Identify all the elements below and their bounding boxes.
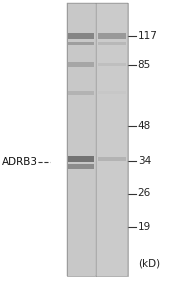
Bar: [68, 164, 94, 169]
Bar: [98, 63, 126, 66]
Text: 85: 85: [138, 59, 151, 70]
Text: 117: 117: [138, 31, 158, 41]
Bar: [68, 33, 94, 39]
Bar: [98, 92, 126, 94]
Bar: [67, 3, 128, 276]
Text: 19: 19: [138, 221, 151, 232]
Bar: [68, 3, 95, 276]
Bar: [98, 33, 126, 39]
Bar: [68, 156, 94, 162]
Bar: [98, 42, 126, 45]
Bar: [98, 157, 126, 161]
Text: 48: 48: [138, 121, 151, 131]
Bar: [68, 42, 94, 45]
Text: ADRB3: ADRB3: [2, 157, 38, 167]
Bar: [68, 62, 94, 67]
Text: (kD): (kD): [138, 258, 160, 268]
Bar: [68, 91, 94, 95]
Text: 26: 26: [138, 188, 151, 199]
Text: 34: 34: [138, 155, 151, 166]
Bar: [97, 3, 127, 276]
Bar: [67, 3, 128, 276]
